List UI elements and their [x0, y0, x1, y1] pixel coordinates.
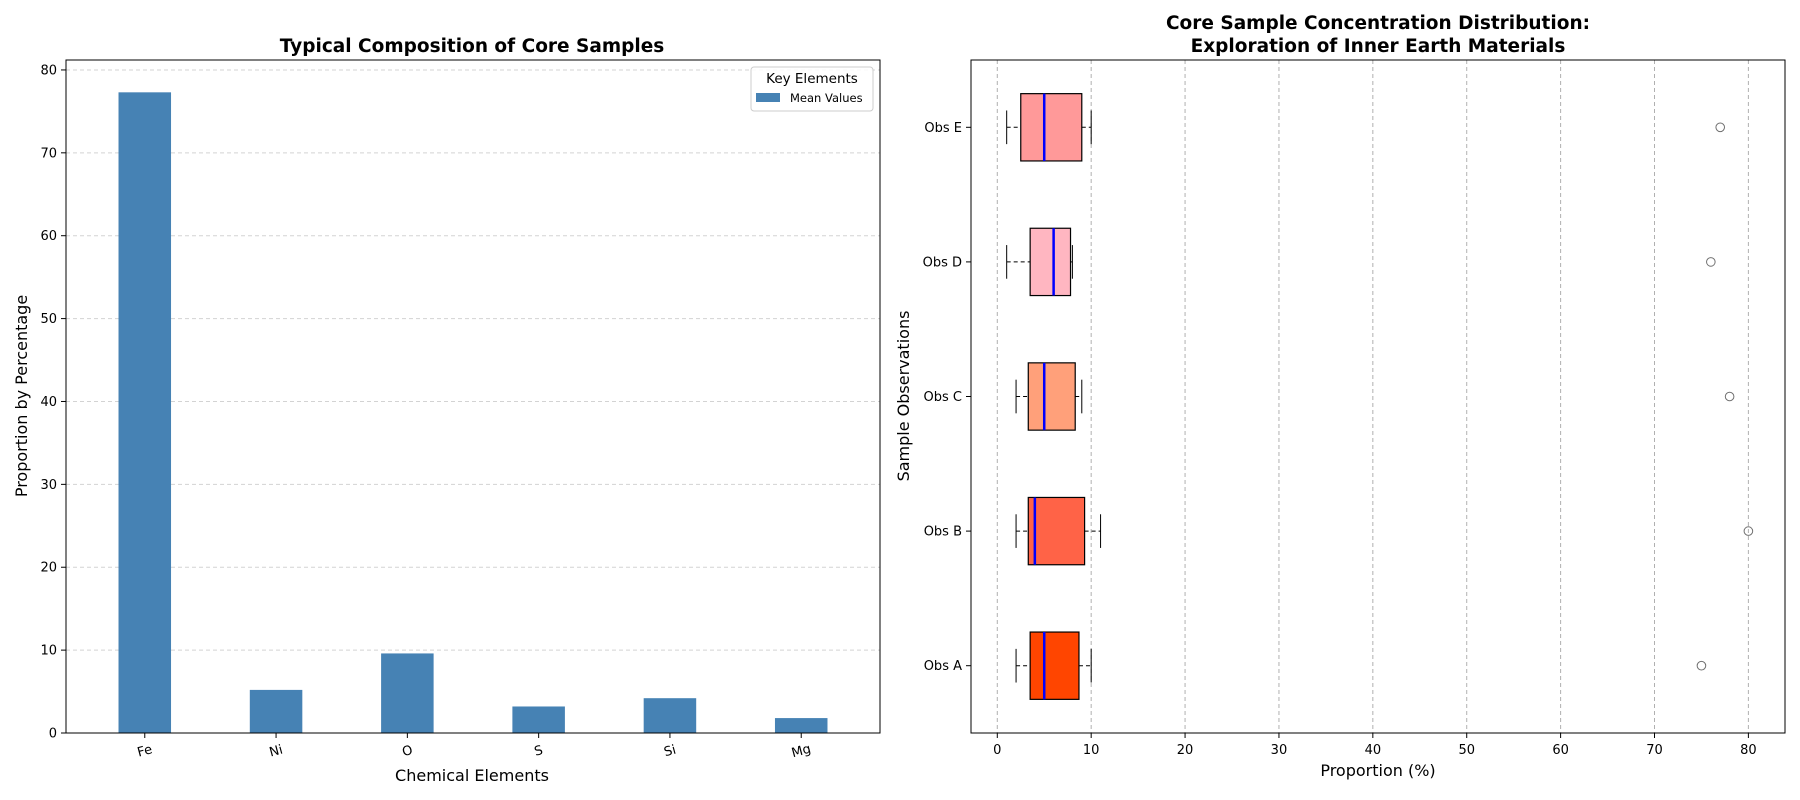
x-tick-label: 0 — [993, 743, 1001, 758]
legend-swatch — [756, 93, 780, 102]
x-tick-label: 10 — [1083, 743, 1100, 758]
y-tick-label-obs-c: Obs C — [924, 390, 962, 405]
y-tick-label: 50 — [40, 312, 57, 327]
bar-chart-x-axis-label: Chemical Elements — [395, 766, 549, 785]
bar-o — [381, 653, 434, 733]
y-tick-label: 40 — [40, 395, 57, 410]
x-tick-label: 50 — [1458, 743, 1475, 758]
x-tick-label: 20 — [1177, 743, 1194, 758]
box-iqr — [1030, 228, 1070, 295]
x-tick-label: 80 — [1740, 743, 1757, 758]
bar-s — [512, 706, 565, 733]
y-tick-label: 10 — [40, 644, 57, 659]
box-plot-title-line-1: Core Sample Concentration Distribution: — [1166, 13, 1590, 34]
x-tick-label: 60 — [1552, 743, 1569, 758]
y-tick-label-obs-e: Obs E — [924, 121, 962, 136]
bar-chart-legend: Key Elements Mean Values — [751, 67, 873, 111]
box-plot-y-axis-label: Sample Observations — [894, 311, 913, 482]
y-tick-label: 70 — [40, 146, 57, 161]
y-tick-label-obs-d: Obs D — [923, 255, 962, 270]
x-tick-label: 70 — [1646, 743, 1663, 758]
bar-fe — [119, 92, 172, 733]
bar-ni — [250, 690, 303, 733]
bar-chart-y-axis-label: Proportion by Percentage — [12, 295, 31, 497]
y-tick-label: 0 — [49, 727, 57, 742]
box-iqr — [1021, 94, 1082, 161]
box-iqr — [1028, 497, 1084, 564]
y-tick-label-obs-b: Obs B — [924, 525, 962, 540]
box-plot-title-line-2: Exploration of Inner Earth Materials — [1191, 36, 1566, 57]
y-tick-label: 30 — [40, 478, 57, 493]
y-tick-label-obs-a: Obs A — [924, 659, 962, 674]
bar-si — [644, 698, 697, 733]
x-tick-label: 40 — [1365, 743, 1382, 758]
legend-entry: Mean Values — [790, 91, 863, 105]
box-iqr — [1028, 363, 1075, 430]
bar-chart-title: Typical Composition of Core Samples — [280, 36, 665, 57]
box-iqr — [1030, 632, 1079, 699]
y-tick-label: 80 — [40, 63, 57, 78]
legend-title: Key Elements — [766, 71, 858, 87]
x-tick-label: 30 — [1271, 743, 1288, 758]
box-plot-x-axis-label: Proportion (%) — [1320, 761, 1435, 780]
bar-mg — [775, 718, 828, 733]
y-tick-label: 60 — [40, 229, 57, 244]
y-tick-label: 20 — [40, 561, 57, 576]
